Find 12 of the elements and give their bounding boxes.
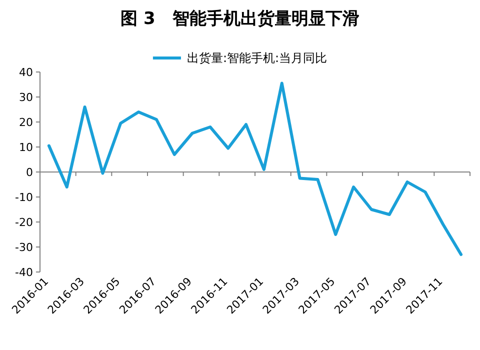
y-tick-label: 0 <box>26 166 33 179</box>
y-tick-label: -10 <box>15 191 33 204</box>
y-tick-label: 20 <box>19 116 33 129</box>
y-tick-label: -20 <box>15 216 33 229</box>
y-tick-label: 10 <box>19 141 33 154</box>
legend-label: 出货量:智能手机:当月同比 <box>186 51 328 65</box>
y-tick-label: -30 <box>15 241 33 254</box>
y-tick-label: -40 <box>15 266 33 279</box>
chart-title: 图 3 智能手机出货量明显下滑 <box>120 9 360 29</box>
y-tick-label: 30 <box>19 91 33 104</box>
y-tick-label: 40 <box>19 66 33 79</box>
line-series <box>47 82 463 256</box>
